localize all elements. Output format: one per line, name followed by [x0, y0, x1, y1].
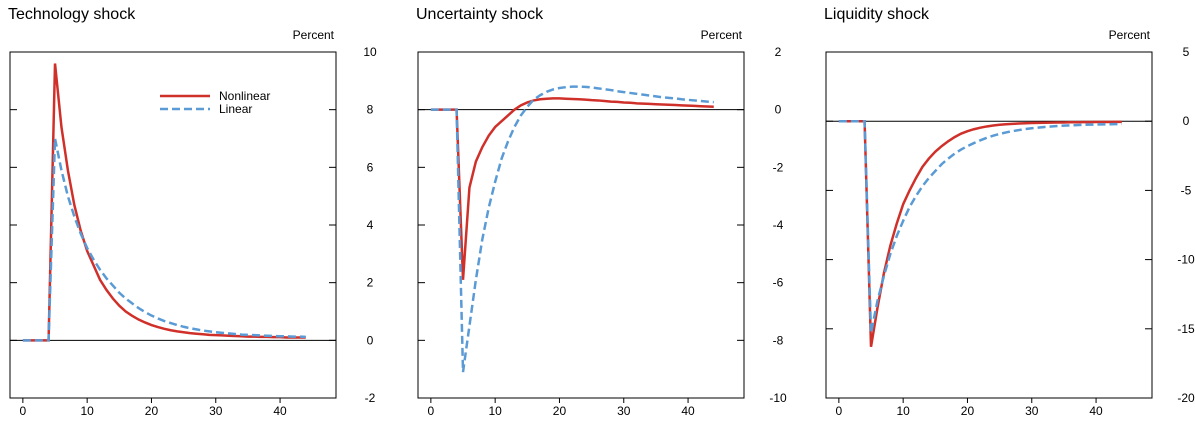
- chart-title: Uncertainty shock: [416, 6, 544, 23]
- y-tick-label: 0: [1183, 114, 1190, 128]
- x-tick-label: 20: [145, 404, 159, 418]
- y-tick-label: 4: [367, 218, 374, 232]
- x-tick-label: 0: [428, 404, 435, 418]
- chart-title: Liquidity shock: [824, 6, 930, 23]
- legend-label: Linear: [219, 102, 252, 116]
- x-tick-label: 10: [896, 404, 910, 418]
- series-line: [838, 119, 1122, 347]
- x-tick-label: 30: [209, 404, 223, 418]
- series-line: [22, 138, 306, 342]
- y-tick-label: 2: [775, 45, 782, 59]
- panel: Liquidity shock Percent -20 -15 -10 -5 0 5 0 10 20…: [824, 6, 1195, 418]
- y-tick-label: -20: [1177, 391, 1195, 405]
- y-tick-label: 5: [1183, 45, 1190, 59]
- axis-unit: Percent: [293, 28, 335, 42]
- y-tick-label: -2: [365, 391, 376, 405]
- x-tick-label: 10: [488, 404, 502, 418]
- y-tick-label: -5: [1181, 183, 1192, 197]
- series-line: [838, 119, 1122, 334]
- y-tick-label: 0: [367, 333, 374, 347]
- x-tick-label: 10: [80, 404, 94, 418]
- y-tick-label: -4: [773, 218, 784, 232]
- y-tick-label: 0: [775, 103, 782, 117]
- panel: Technology shock Percent -2 0 2 4 6 8 10 0 10 20 30 4…: [8, 6, 377, 418]
- x-tick-label: 40: [681, 404, 695, 418]
- chart-title: Technology shock: [8, 6, 136, 23]
- y-tick-label: 8: [367, 103, 374, 117]
- y-tick-label: -10: [769, 391, 787, 405]
- y-tick-label: -10: [1177, 253, 1195, 267]
- series-line: [430, 97, 714, 280]
- y-tick-label: 2: [367, 276, 374, 290]
- legend-label: Nonlinear: [219, 89, 270, 103]
- x-tick-label: 20: [961, 404, 975, 418]
- y-tick-label: 6: [367, 160, 374, 174]
- axis-unit: Percent: [701, 28, 743, 42]
- series-line: [430, 85, 714, 373]
- axis-unit: Percent: [1109, 28, 1151, 42]
- y-tick-label: -2: [773, 160, 784, 174]
- series-line: [22, 63, 306, 342]
- y-tick-label: 10: [363, 45, 377, 59]
- plot-frame: [825, 51, 1153, 399]
- x-tick-label: 30: [617, 404, 631, 418]
- x-tick-label: 20: [553, 404, 567, 418]
- y-tick-label: -8: [773, 333, 784, 347]
- y-tick-label: -6: [773, 276, 784, 290]
- x-tick-label: 40: [1089, 404, 1103, 418]
- y-tick-label: -15: [1177, 322, 1195, 336]
- x-tick-label: 0: [836, 404, 843, 418]
- x-tick-label: 0: [20, 404, 27, 418]
- x-tick-label: 30: [1025, 404, 1039, 418]
- x-tick-label: 40: [273, 404, 287, 418]
